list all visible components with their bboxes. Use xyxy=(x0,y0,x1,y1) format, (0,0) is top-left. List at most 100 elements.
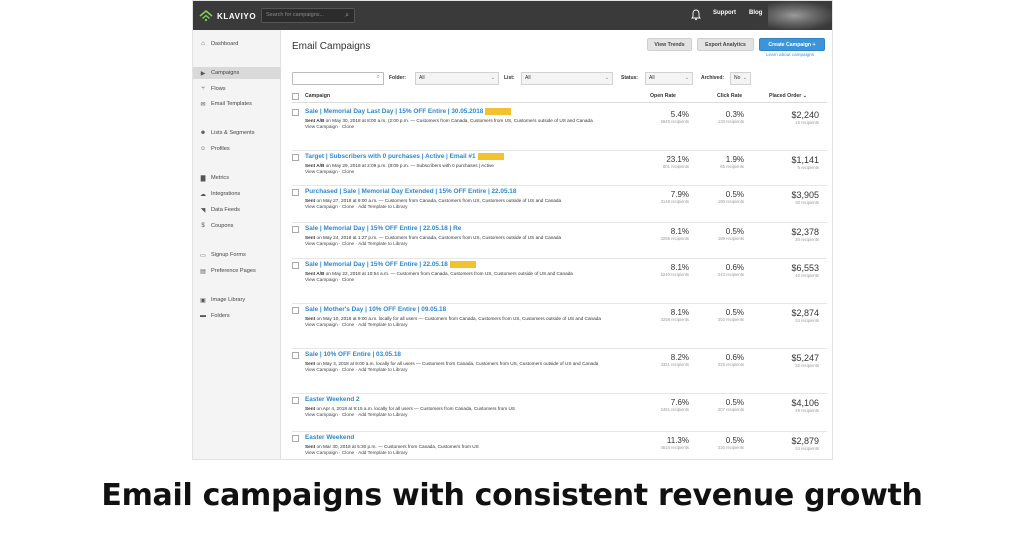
open-rate-recipients: 3148 recipients xyxy=(660,199,689,204)
campaign-title-link[interactable]: Easter Weekend xyxy=(305,434,354,441)
status-select-value: All xyxy=(649,75,655,81)
row-checkbox[interactable] xyxy=(292,262,299,269)
archived-select[interactable]: No ⌄ xyxy=(730,72,751,85)
column-open-rate[interactable]: Open Rate xyxy=(650,93,676,99)
open-rate-cell: 11.3% 4516 recipients xyxy=(627,436,689,450)
export-analytics-button[interactable]: Export Analytics xyxy=(697,38,754,51)
placed-order-value: $4,106 xyxy=(791,398,819,408)
row-checkbox[interactable] xyxy=(292,352,299,359)
row-actions[interactable]: View Campaign · Clone xyxy=(305,277,355,283)
row-checkbox[interactable] xyxy=(292,154,299,161)
sidebar-item-folders[interactable]: ▬ Folders xyxy=(193,310,281,322)
placed-order-value: $5,247 xyxy=(791,353,819,363)
click-rate-recipients: 189 recipients xyxy=(717,236,744,241)
sidebar-item-data-feeds[interactable]: ◥ Data Feeds xyxy=(193,204,281,216)
row-actions[interactable]: View Campaign · Clone · Add Template to … xyxy=(305,241,408,247)
column-campaign[interactable]: Campaign xyxy=(305,93,331,99)
table-row[interactable]: Sale | 10% OFF Entire | 03.05.18 Sent on … xyxy=(292,349,827,394)
create-campaign-button[interactable]: Create Campaign + xyxy=(759,38,825,51)
row-checkbox[interactable] xyxy=(292,226,299,233)
select-all-checkbox[interactable] xyxy=(292,93,299,100)
placed-order-cell: $1,141 6 recipients xyxy=(762,155,819,170)
filter-bar: ⌕ Folder: All ⌄ List: All ⌄ Status: All … xyxy=(292,72,832,86)
home-icon: ⌂ xyxy=(201,41,205,47)
campaign-title-link[interactable]: Sale | 10% OFF Entire | 03.05.18 xyxy=(305,351,401,358)
list-select[interactable]: All ⌄ xyxy=(521,72,613,85)
column-placed-order[interactable]: Placed Order ⌄ xyxy=(769,93,807,99)
sidebar-item-metrics[interactable]: ▇ Metrics xyxy=(193,172,281,184)
sidebar-item-signup-forms[interactable]: ▭ Signup Forms xyxy=(193,249,281,261)
campaign-title-link[interactable]: Sale | Memorial Day | 15% OFF Entire | 2… xyxy=(305,225,461,232)
blog-link[interactable]: Blog xyxy=(749,10,763,16)
row-actions[interactable]: View Campaign · Clone xyxy=(305,169,355,175)
sidebar-item-lists-segments[interactable]: ☻ Lists & Segments xyxy=(193,127,281,139)
row-actions[interactable]: View Campaign · Clone · Add Template to … xyxy=(305,412,408,418)
brand-logo[interactable]: KLAVIYO xyxy=(199,8,256,24)
placed-order-value: $2,879 xyxy=(791,436,819,446)
open-rate-recipients: 2461 recipients xyxy=(660,407,689,412)
campaign-title-link[interactable]: Sale | Memorial Day | 15% OFF Entire | 2… xyxy=(305,261,476,268)
table-row[interactable]: Target | Subscribers with 0 purchases | … xyxy=(292,151,827,186)
open-rate-recipients: 3321 recipients xyxy=(660,362,689,367)
bell-icon[interactable] xyxy=(691,9,701,21)
row-checkbox[interactable] xyxy=(292,307,299,314)
sidebar-item-campaigns[interactable]: ▶ Campaigns xyxy=(193,67,281,79)
campaign-title-link[interactable]: Easter Weekend 2 xyxy=(305,396,360,403)
placed-order-cell: $2,378 20 recipients xyxy=(762,227,819,242)
learn-about-campaigns-link[interactable]: Learn about campaigns xyxy=(766,52,815,57)
support-link[interactable]: Support xyxy=(713,10,736,16)
sidebar-item-label: Flows xyxy=(211,86,226,92)
row-actions[interactable]: View Campaign · Clone · Add Template to … xyxy=(305,367,408,373)
sidebar-item-dashboard[interactable]: ⌂ Dashboard xyxy=(193,38,281,50)
open-rate-cell: 7.6% 2461 recipients xyxy=(627,398,689,412)
sidebar-item-flows[interactable]: ⑂ Flows xyxy=(193,83,281,95)
sidebar-item-profiles[interactable]: ☺ Profiles xyxy=(193,143,281,155)
sidebar-item-label: Integrations xyxy=(211,191,241,197)
campaign-title-link[interactable]: Sale | Memorial Day Last Day | 15% OFF E… xyxy=(305,108,512,115)
row-checkbox[interactable] xyxy=(292,109,299,116)
table-row[interactable]: Sale | Memorial Day Last Day | 15% OFF E… xyxy=(292,106,827,151)
sidebar-item-preference-pages[interactable]: ▤ Preference Pages xyxy=(193,265,281,277)
campaign-title: Sale | 10% OFF Entire | 03.05.18 xyxy=(305,351,401,358)
campaign-title: Easter Weekend xyxy=(305,434,355,441)
global-search-input[interactable]: Search for campaigns... ⌕ xyxy=(261,8,355,23)
send-type: Sent A/B xyxy=(305,163,325,168)
table-row[interactable]: Easter Weekend Sent on Mar 30, 2018 at 5:… xyxy=(292,432,827,459)
campaign-title-link[interactable]: Purchased | Sale | Memorial Day Extended… xyxy=(305,188,516,195)
click-rate-value: 0.5% xyxy=(725,436,744,445)
table-row[interactable]: Purchased | Sale | Memorial Day Extended… xyxy=(292,186,827,223)
column-click-rate[interactable]: Click Rate xyxy=(717,93,743,99)
table-row[interactable]: Easter Weekend 2 Sent on Apr 4, 2018 at 9… xyxy=(292,394,827,432)
table-row[interactable]: Sale | Mother's Day | 10% OFF Entire | 0… xyxy=(292,304,827,349)
sidebar-item-integrations[interactable]: ☁ Integrations xyxy=(193,188,281,200)
table-row[interactable]: Sale | Memorial Day | 15% OFF Entire | 2… xyxy=(292,259,827,304)
sidebar-item-email-templates[interactable]: ✉ Email Templates xyxy=(193,98,281,110)
click-rate-recipients: 133 recipients xyxy=(717,119,744,124)
sidebar-item-coupons[interactable]: $ Coupons xyxy=(193,220,281,232)
view-trends-button[interactable]: View Trends xyxy=(647,38,692,51)
campaign-meta: Sent A/B on May 30, 2018 at 8:00 a.m. (2… xyxy=(305,118,625,130)
click-rate-cell: 1.9% 65 recipients xyxy=(692,155,744,169)
status-select[interactable]: All ⌄ xyxy=(645,72,693,85)
folder-select[interactable]: All ⌄ xyxy=(415,72,499,85)
click-rate-recipients: 230 recipients xyxy=(717,445,744,450)
person-icon: ☺ xyxy=(199,146,207,152)
row-actions[interactable]: View Campaign · Clone · Add Template to … xyxy=(305,322,408,328)
sidebar-item-image-library[interactable]: ▣ Image Library xyxy=(193,294,281,306)
row-checkbox[interactable] xyxy=(292,189,299,196)
campaign-title-link[interactable]: Target | Subscribers with 0 purchases | … xyxy=(305,153,504,160)
row-actions[interactable]: View Campaign · Clone · Add Template to … xyxy=(305,204,408,210)
open-rate-cell: 8.2% 3321 recipients xyxy=(627,353,689,367)
row-checkbox[interactable] xyxy=(292,435,299,442)
campaign-search-input[interactable]: ⌕ xyxy=(292,72,384,85)
open-rate-cell: 8.1% 5240 recipients xyxy=(627,263,689,277)
account-avatar[interactable] xyxy=(768,1,832,30)
row-actions[interactable]: View Campaign · Clone · Add Template to … xyxy=(305,450,408,456)
row-checkbox[interactable] xyxy=(292,397,299,404)
campaign-title-link[interactable]: Sale | Mother's Day | 10% OFF Entire | 0… xyxy=(305,306,446,313)
sidebar-item-label: Image Library xyxy=(211,297,246,303)
table-row[interactable]: Sale | Memorial Day | 15% OFF Entire | 2… xyxy=(292,223,827,259)
placed-order-value: $3,905 xyxy=(791,190,819,200)
row-actions[interactable]: View Campaign · Clone xyxy=(305,124,355,130)
open-rate-cell: 8.1% 3258 recipients xyxy=(627,227,689,241)
